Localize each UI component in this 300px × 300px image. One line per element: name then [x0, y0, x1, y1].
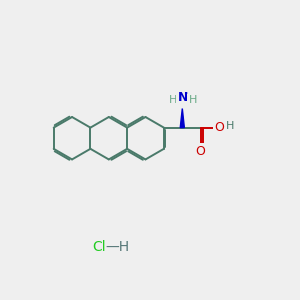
Text: H: H — [226, 121, 235, 131]
Text: Cl: Cl — [92, 240, 106, 254]
Text: H: H — [169, 95, 177, 105]
Polygon shape — [180, 109, 184, 128]
Text: N: N — [178, 92, 188, 104]
Text: —H: —H — [106, 240, 130, 254]
Text: H: H — [189, 95, 197, 105]
Text: O: O — [214, 121, 224, 134]
Text: O: O — [195, 145, 205, 158]
